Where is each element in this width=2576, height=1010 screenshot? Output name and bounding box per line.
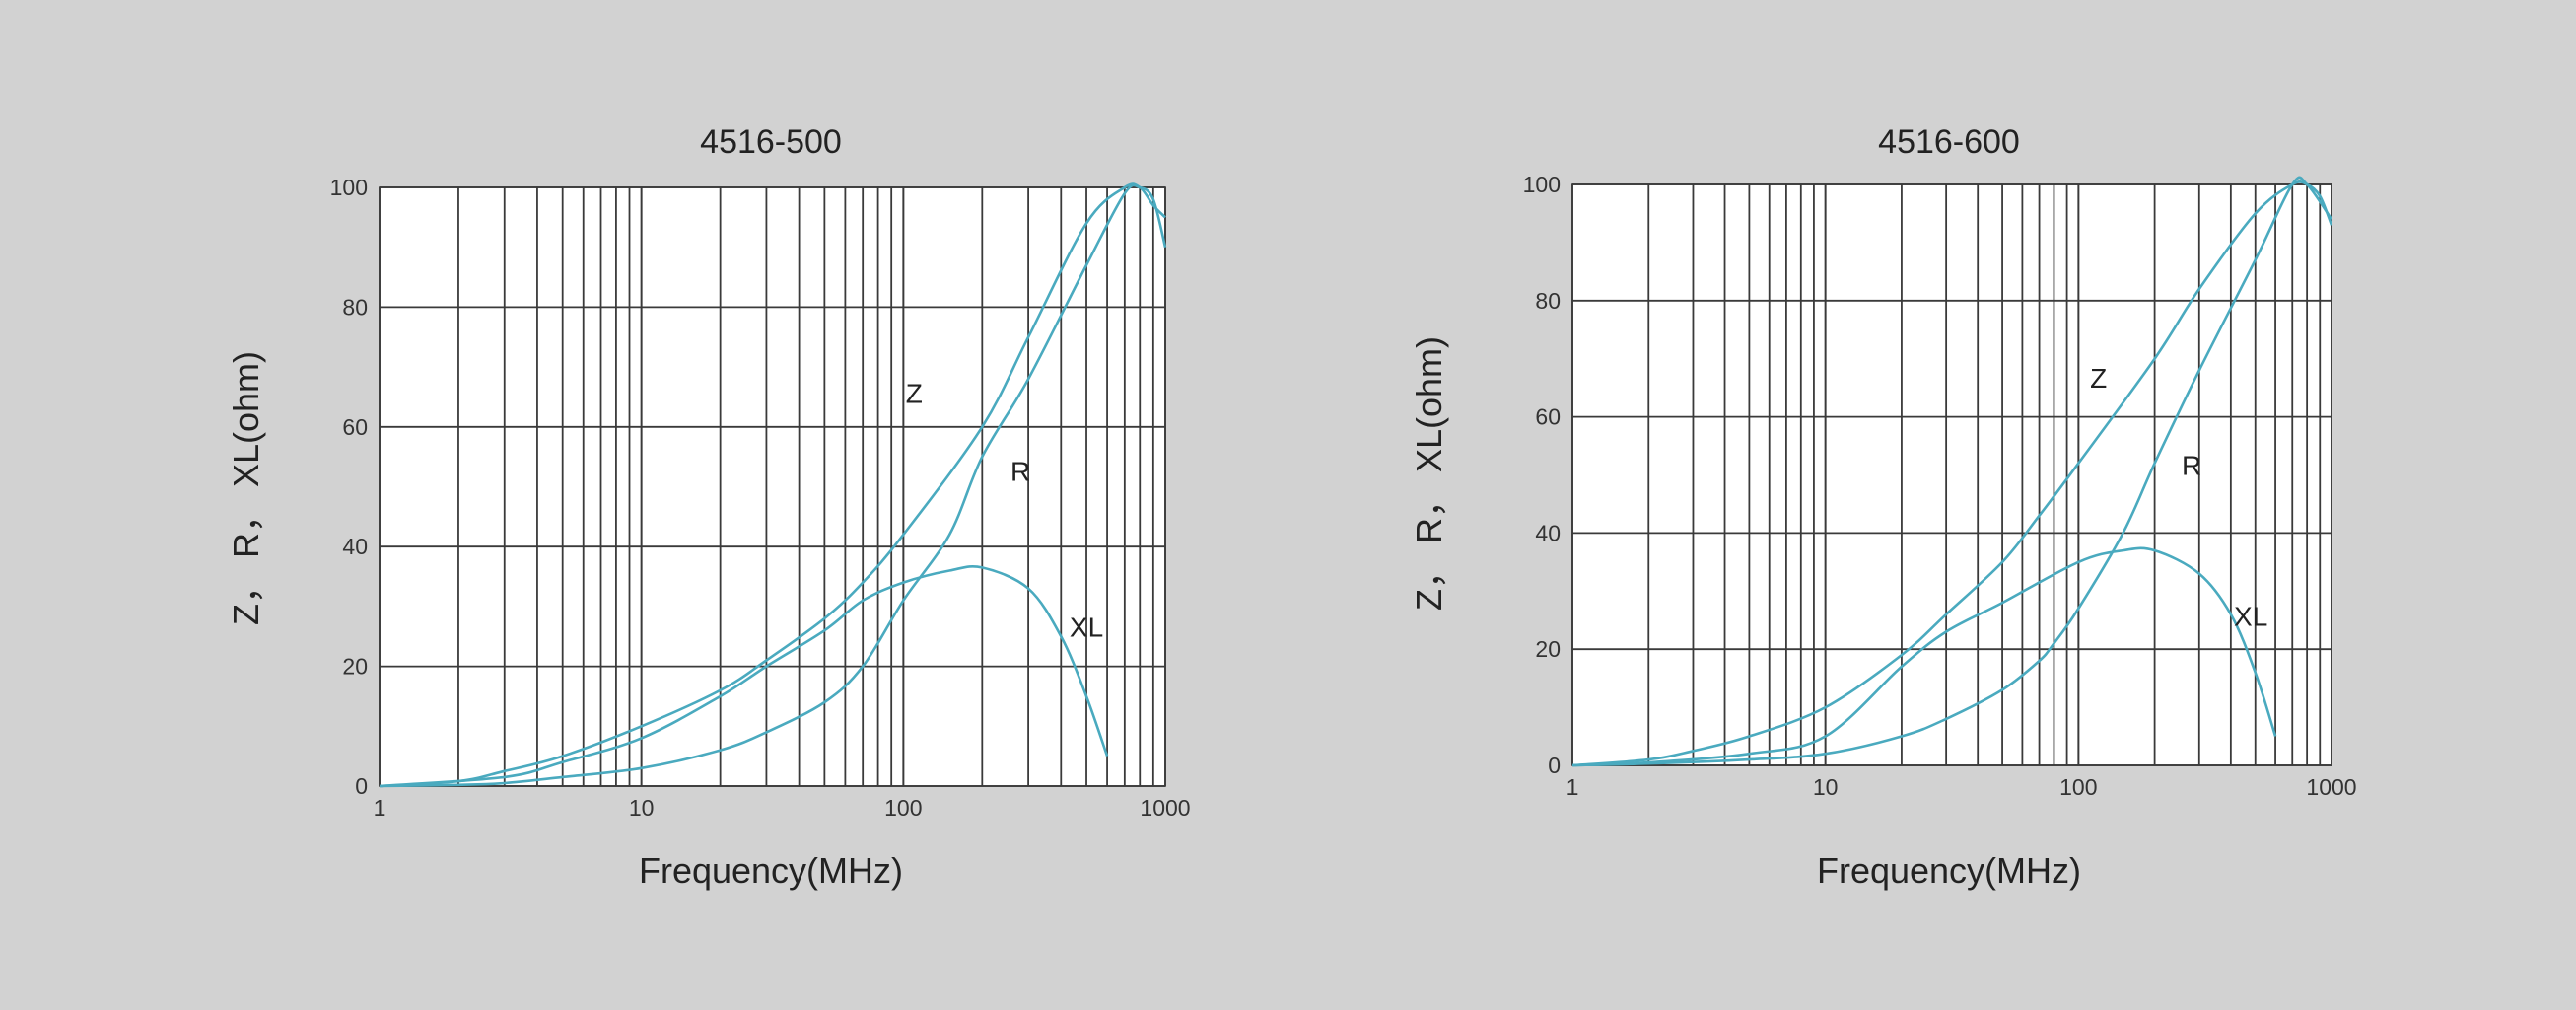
y-tick-label: 60	[342, 414, 368, 440]
series-z-line	[379, 182, 1166, 788]
curve-label-r: R	[2182, 451, 2201, 481]
y-tick-label: 0	[1548, 753, 1561, 778]
x-tick-label: 10	[1813, 774, 1839, 800]
plot-area: 1 10 100 1000 0 20 40 60 80 100 Z R XL	[330, 175, 1191, 821]
x-tick-label: 1	[374, 795, 386, 821]
curve-label-xl: XL	[1070, 612, 1103, 642]
y-tick-label: 40	[1535, 520, 1561, 545]
series-r-line	[1571, 176, 2333, 767]
y-axis-label: Z， R， XL(ohm)	[1409, 336, 1449, 611]
y-tick-label: 20	[1535, 636, 1561, 662]
series-xl-line	[1571, 546, 2277, 767]
x-tick-label: 100	[884, 795, 922, 821]
x-tick-label: 1000	[2306, 774, 2356, 800]
curve-label-z: Z	[906, 379, 923, 409]
series-xl-line	[379, 564, 1109, 788]
x-tick-label: 1000	[1140, 795, 1190, 821]
y-tick-label: 0	[355, 773, 368, 799]
y-tick-label: 80	[1535, 288, 1561, 314]
y-tick-label: 20	[342, 654, 368, 680]
chart-4516-600: 4516-600 Z， R， XL(ohm) Frequency(MHz)	[1409, 123, 2081, 891]
x-tick-label: 100	[2059, 774, 2097, 800]
x-axis-label: Frequency(MHz)	[1817, 850, 2081, 891]
plot-frame	[1571, 183, 2332, 766]
y-tick-label: 100	[1523, 172, 1561, 197]
curve-label-xl: XL	[2234, 602, 2267, 632]
series-r-line	[379, 183, 1167, 788]
y-axis-label: Z， R， XL(ohm)	[226, 351, 266, 625]
y-tick-label: 40	[342, 534, 368, 559]
curve-label-z: Z	[2090, 363, 2107, 394]
curve-label-r: R	[1010, 456, 1030, 486]
y-tick-label: 100	[330, 175, 368, 200]
chart-4516-500: 4516-500 Z， R， XL(ohm) Frequency(MHz)	[226, 123, 903, 891]
chart-title: 4516-500	[700, 123, 842, 161]
chart-title: 4516-600	[1878, 123, 2020, 161]
x-axis-label: Frequency(MHz)	[639, 850, 903, 891]
x-tick-label: 1	[1566, 774, 1579, 800]
plot-area: 1 10 100 1000 0 20 40 60 80 100 Z R XL	[1523, 172, 2357, 800]
y-tick-label: 60	[1535, 404, 1561, 430]
y-tick-label: 80	[342, 294, 368, 320]
plot-frame	[379, 186, 1166, 787]
x-tick-label: 10	[629, 795, 655, 821]
